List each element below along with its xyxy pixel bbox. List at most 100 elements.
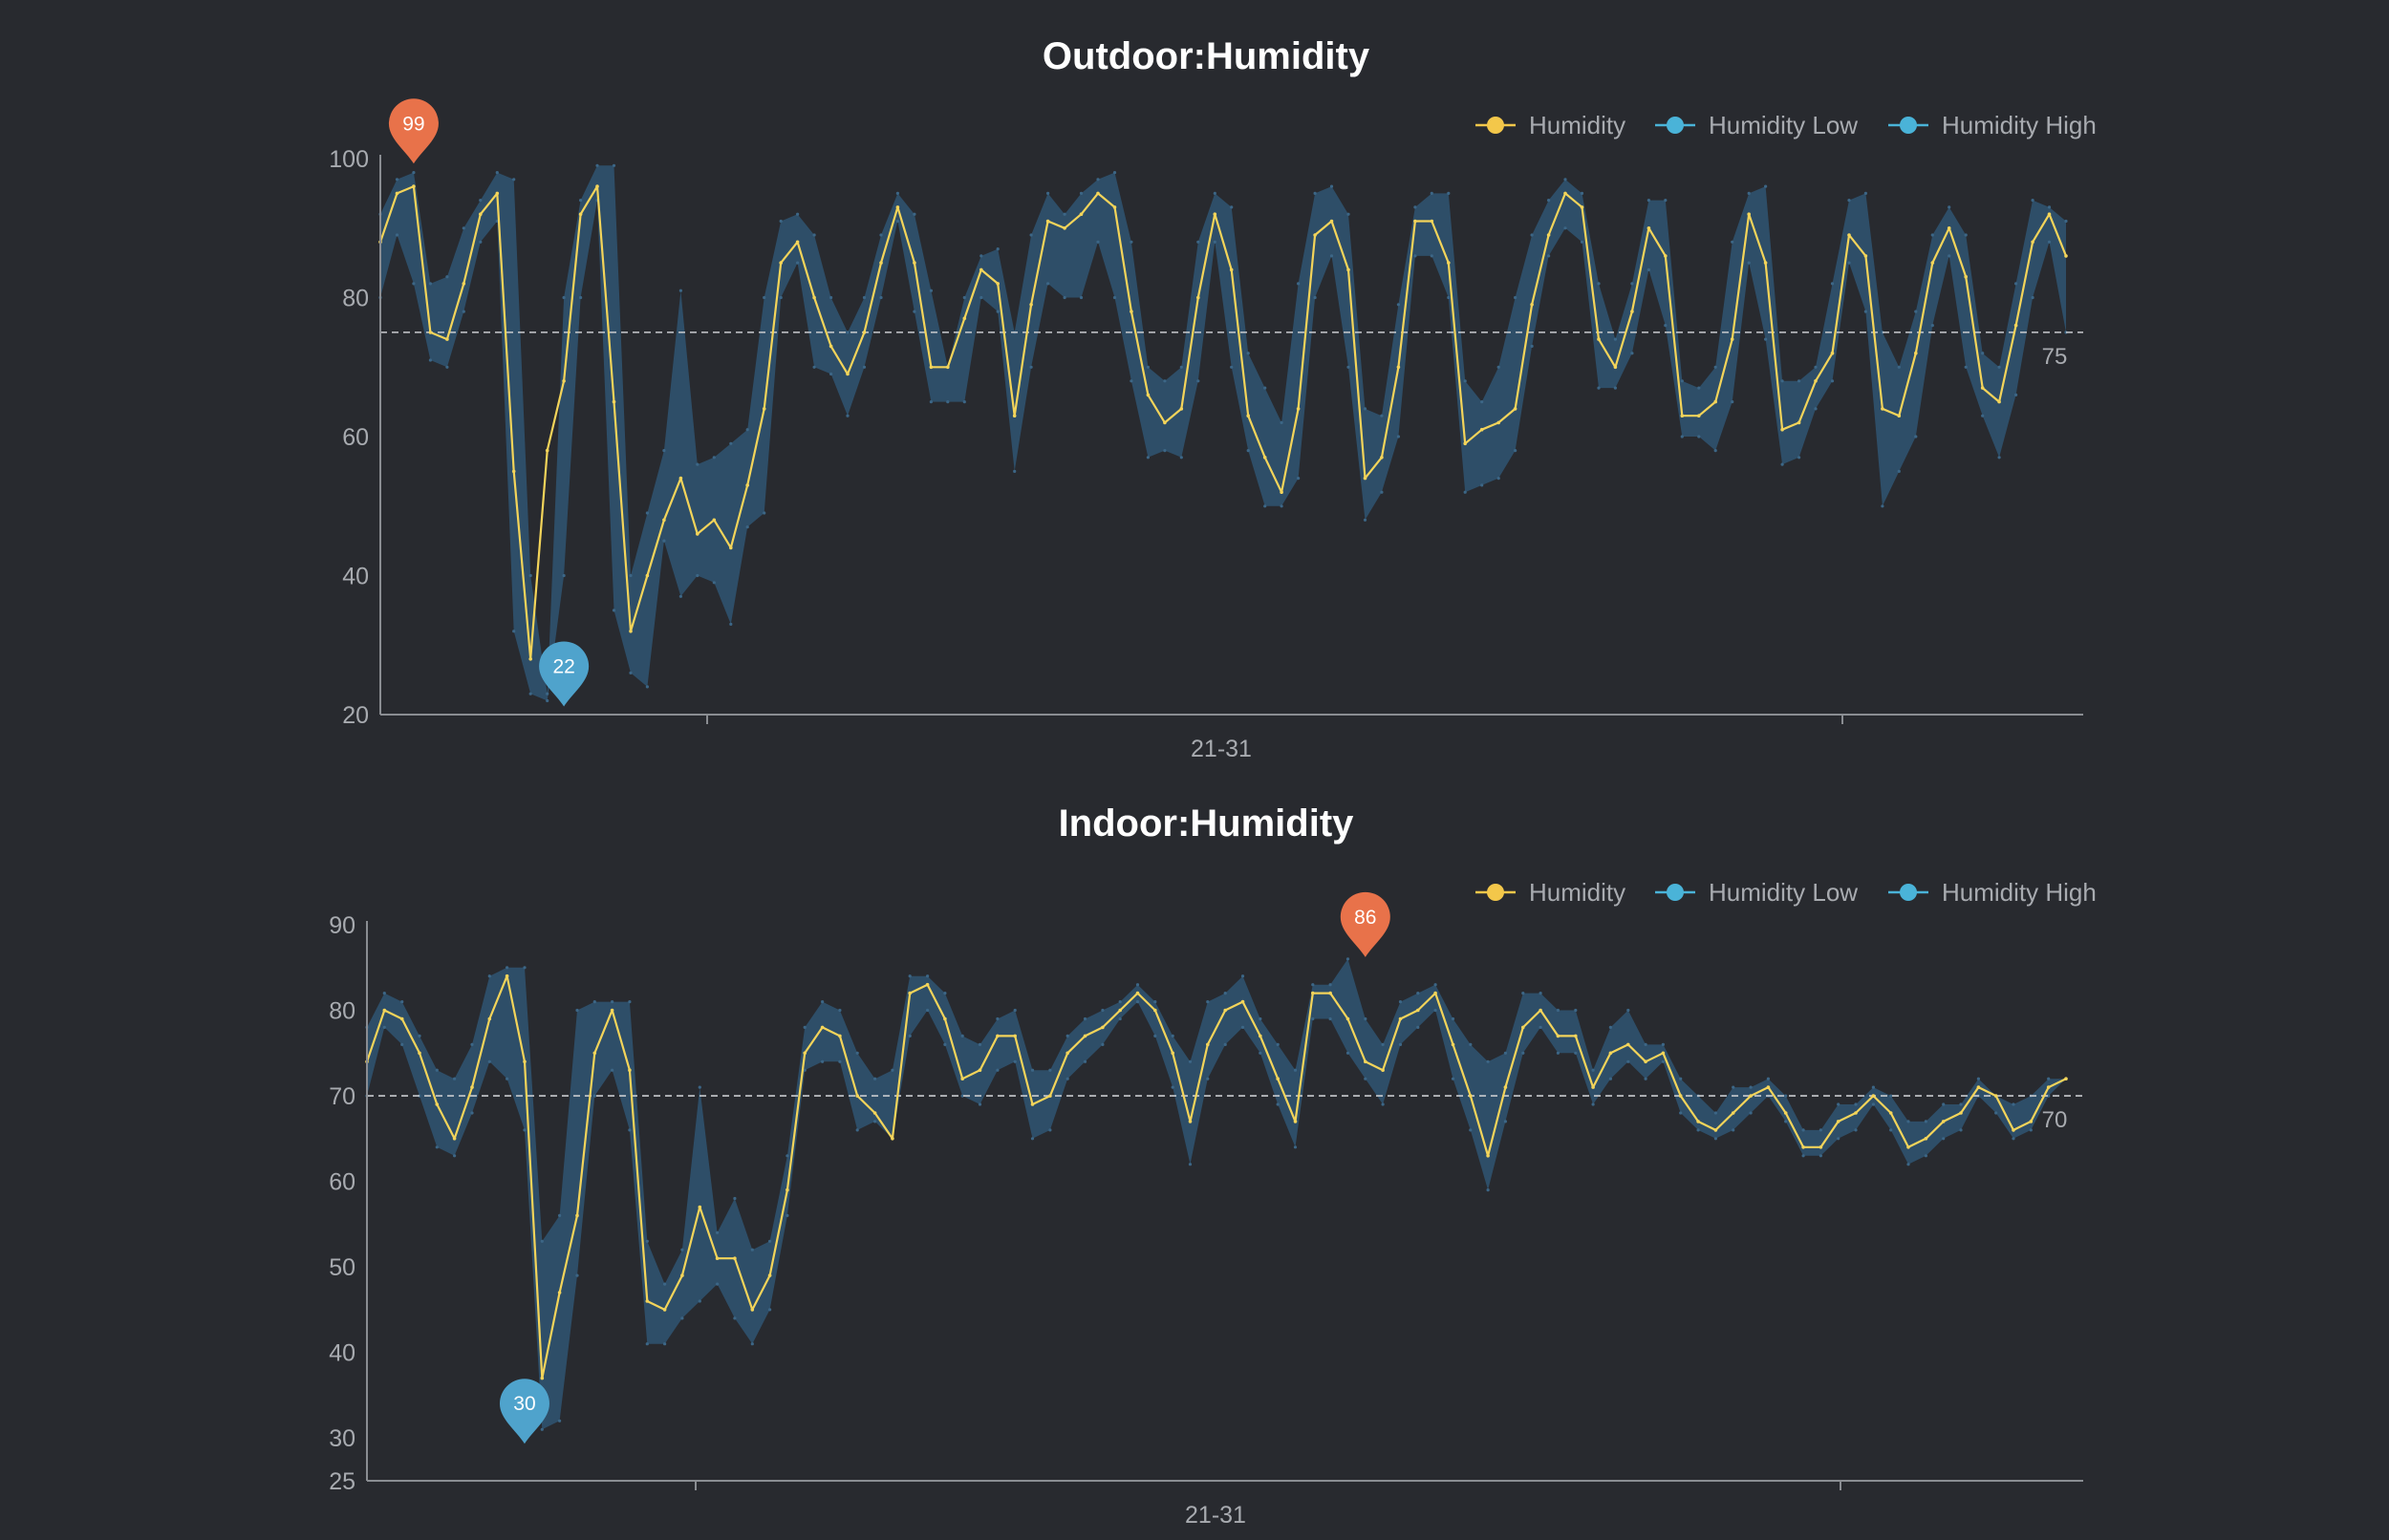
humidity-high-point [1713,365,1717,369]
humidity-point [1613,365,1618,370]
humidity-low-point [1749,1111,1753,1115]
humidity-low-point [1363,518,1367,522]
humidity-high-point [1380,414,1384,417]
humidity-high-point [1293,1068,1298,1072]
humidity-high-point [996,247,1000,251]
humidity-low-point [913,310,916,313]
humidity-high-point [1230,205,1234,209]
y-tick-label: 20 [342,702,369,729]
humidity-high-point [1514,295,1517,300]
humidity-high-point [1556,1008,1560,1013]
humidity-point [395,191,399,196]
humidity-point [855,1094,859,1098]
humidity-low-point [487,1059,491,1063]
humidity-low-point [1780,462,1784,466]
y-tick-label: 40 [342,564,369,590]
humidity-point [1079,212,1084,216]
humidity-low-point [1230,365,1234,369]
humidity-low-point [1328,1016,1332,1021]
humidity-low-point [1130,379,1133,383]
legend-item-humidity-low[interactable]: Humidity Low [1655,111,1858,139]
humidity-point [1780,427,1784,432]
humidity-high-point [873,1077,877,1080]
humidity-low-point [2012,1137,2015,1141]
humidity-low-point [428,358,432,362]
y-tick-label: 80 [342,286,369,312]
humidity-high-point [506,966,509,970]
humidity-point [712,518,717,523]
humidity-point [629,629,633,633]
humidity-low-point [1063,295,1066,300]
mark-line-label: 75 [2042,344,2068,370]
humidity-high-point [540,1239,544,1243]
humidity-high-point [1171,1034,1174,1037]
legend-item-humidity-low[interactable]: Humidity Low [1655,878,1858,907]
humidity-high-point [1328,983,1332,987]
humidity-low-point [506,1077,509,1080]
humidity-low-point [745,525,749,529]
humidity-low-point [1837,1137,1840,1141]
humidity-point [505,973,509,978]
humidity-point [729,545,733,550]
humidity-low-point [1664,324,1668,328]
humidity-point [1329,219,1334,224]
humidity-low-point [1630,352,1634,355]
band-points [365,957,2068,1431]
humidity-low-point [1797,456,1801,460]
humidity-high-point [2047,1077,2051,1080]
humidity-low-point [962,400,966,404]
humidity-point [1574,1034,1578,1038]
max-marker: 86 [1340,891,1390,957]
humidity-low-point [523,1128,527,1132]
legend-item-humidity-high[interactable]: Humidity High [1888,878,2097,907]
humidity-high-point [768,1239,772,1243]
humidity-point [1311,991,1315,995]
humidity-low-point [1188,1163,1193,1166]
legend-label: Humidity [1529,878,1625,907]
humidity-low-point [1547,254,1551,258]
humidity-low-point [716,1282,720,1286]
humidity-point [462,282,466,286]
humidity-low-point [1680,435,1684,438]
humidity-point [545,448,549,453]
humidity-point [1112,205,1117,209]
humidity-high-point [1345,957,1350,961]
humidity-point [946,365,950,370]
humidity-point [696,532,699,536]
humidity-high-point [1664,199,1668,203]
humidity-high-point [1112,171,1117,175]
humidity-low-point [528,692,532,695]
humidity-low-point [1313,295,1317,300]
humidity-point [610,1008,614,1013]
humidity-low-point [1646,267,1650,271]
legend-item-humidity[interactable]: Humidity [1475,878,1625,907]
humidity-point [1416,1008,1420,1013]
humidity-point [1730,337,1734,341]
humidity-low-point [1083,1059,1087,1063]
humidity-point [862,331,867,334]
humidity-point [1941,1120,1946,1123]
legend-dot-icon [1487,884,1504,901]
humidity-low-point [1293,1145,1298,1149]
humidity-point [1135,991,1140,995]
max-marker: 99 [388,98,439,164]
humidity-low-point [879,295,883,300]
humidity-point [1259,1034,1262,1038]
humidity-high-point [1948,205,1951,209]
humidity-high-point [855,1051,859,1055]
humidity-high-point [1574,1008,1578,1013]
humidity-low-point [696,573,699,578]
humidity-point [528,657,532,661]
humidity-point [1626,1042,1630,1047]
legend-item-humidity[interactable]: Humidity [1475,111,1625,139]
humidity-point [1521,1025,1525,1030]
legend-item-humidity-high[interactable]: Humidity High [1888,111,2097,139]
humidity-point [645,573,650,578]
humidity-low-point [1830,379,1835,383]
humidity-point [1597,337,1601,341]
humidity-point [913,261,916,265]
humidity-point [962,316,967,321]
y-tick-label: 70 [329,1083,355,1110]
humidity-point [1293,1120,1298,1123]
